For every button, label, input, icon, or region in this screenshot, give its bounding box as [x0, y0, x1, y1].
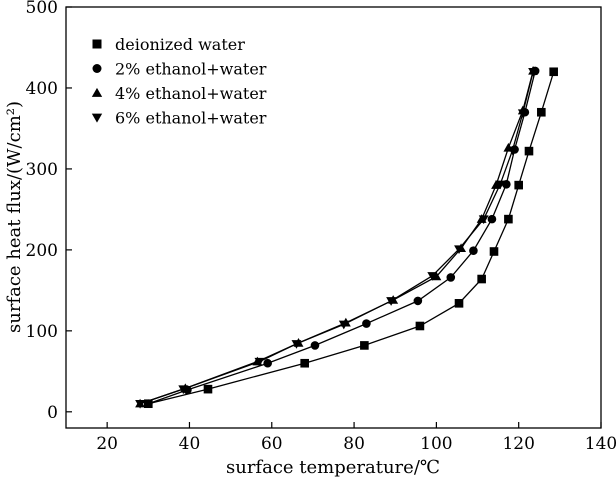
data-point — [415, 321, 425, 331]
data-point — [431, 271, 442, 281]
data-point — [495, 180, 506, 190]
data-point — [478, 215, 489, 225]
data-point — [135, 400, 146, 409]
y-axis-title: surface heat flux/(W/cm²) — [4, 101, 25, 333]
legend-marker — [92, 64, 102, 73]
x-tick-label: 100 — [420, 434, 452, 454]
legend-label: 6% ethanol+water — [115, 109, 267, 128]
data-point — [300, 358, 309, 368]
x-axis-title: surface temperature/℃ — [226, 457, 440, 478]
data-point — [477, 274, 486, 284]
data-point — [454, 299, 464, 308]
data-point — [454, 245, 464, 255]
y-tick-label: 300 — [26, 160, 58, 180]
y-tick-label: 100 — [26, 322, 58, 342]
legend: deionized water 2% ethanol+water 4% ethano… — [91, 35, 267, 128]
x-tick-label: 60 — [261, 434, 283, 454]
data-point — [487, 214, 497, 224]
data-point — [427, 272, 438, 281]
data-point — [549, 67, 558, 77]
x-tick-label: 40 — [179, 434, 201, 454]
data-point — [310, 341, 320, 350]
legend-marker — [92, 39, 102, 49]
data-point — [537, 107, 546, 117]
x-tick-label: 120 — [502, 434, 534, 454]
data-point — [514, 180, 523, 190]
legend-label: 2% ethanol+water — [115, 60, 267, 79]
series-6pct-ethanol-water — [135, 68, 539, 409]
data-point — [338, 320, 349, 330]
y-tick-label: 200 — [26, 241, 58, 261]
data-point — [524, 146, 534, 156]
series-layer — [135, 66, 558, 409]
plot-frame — [65, 6, 602, 429]
x-tick-label: 20 — [96, 434, 118, 454]
x-tick-label: 140 — [585, 434, 616, 454]
data-point — [489, 247, 499, 256]
x-tick-label: 80 — [343, 434, 365, 454]
data-point — [504, 214, 513, 224]
y-tick-label: 400 — [26, 79, 58, 99]
ticks-layer: 20 40 60 80 100 120 140 0 100 200 300 400 500 — [26, 0, 616, 454]
legend-label: deionized water — [115, 35, 245, 54]
y-tick-label: 0 — [47, 403, 58, 423]
data-point — [178, 385, 189, 395]
data-point — [254, 357, 265, 367]
legend-item: deionized water — [92, 35, 245, 54]
data-point — [203, 384, 213, 394]
data-point — [446, 273, 456, 282]
data-point — [362, 319, 371, 328]
data-point — [528, 68, 539, 77]
y-tick-label: 500 — [26, 0, 58, 18]
data-point — [263, 358, 272, 368]
data-point — [386, 297, 397, 306]
legend-marker — [91, 113, 103, 123]
legend-item: 6% ethanol+water — [91, 109, 267, 128]
data-point — [469, 246, 478, 255]
data-point — [507, 146, 518, 156]
legend-item: 2% ethanol+water — [92, 60, 267, 79]
legend-marker — [91, 87, 103, 97]
series-deionized-water — [144, 67, 558, 409]
data-point — [291, 340, 302, 349]
data-point — [360, 341, 369, 350]
data-point — [517, 109, 528, 119]
legend-label: 4% ethanol+water — [115, 84, 267, 103]
plot-area: 20 40 60 80 100 120 140 0 100 200 300 400 500 — [26, 0, 616, 454]
data-point — [413, 296, 423, 306]
legend-item: 4% ethanol+water — [91, 84, 267, 103]
